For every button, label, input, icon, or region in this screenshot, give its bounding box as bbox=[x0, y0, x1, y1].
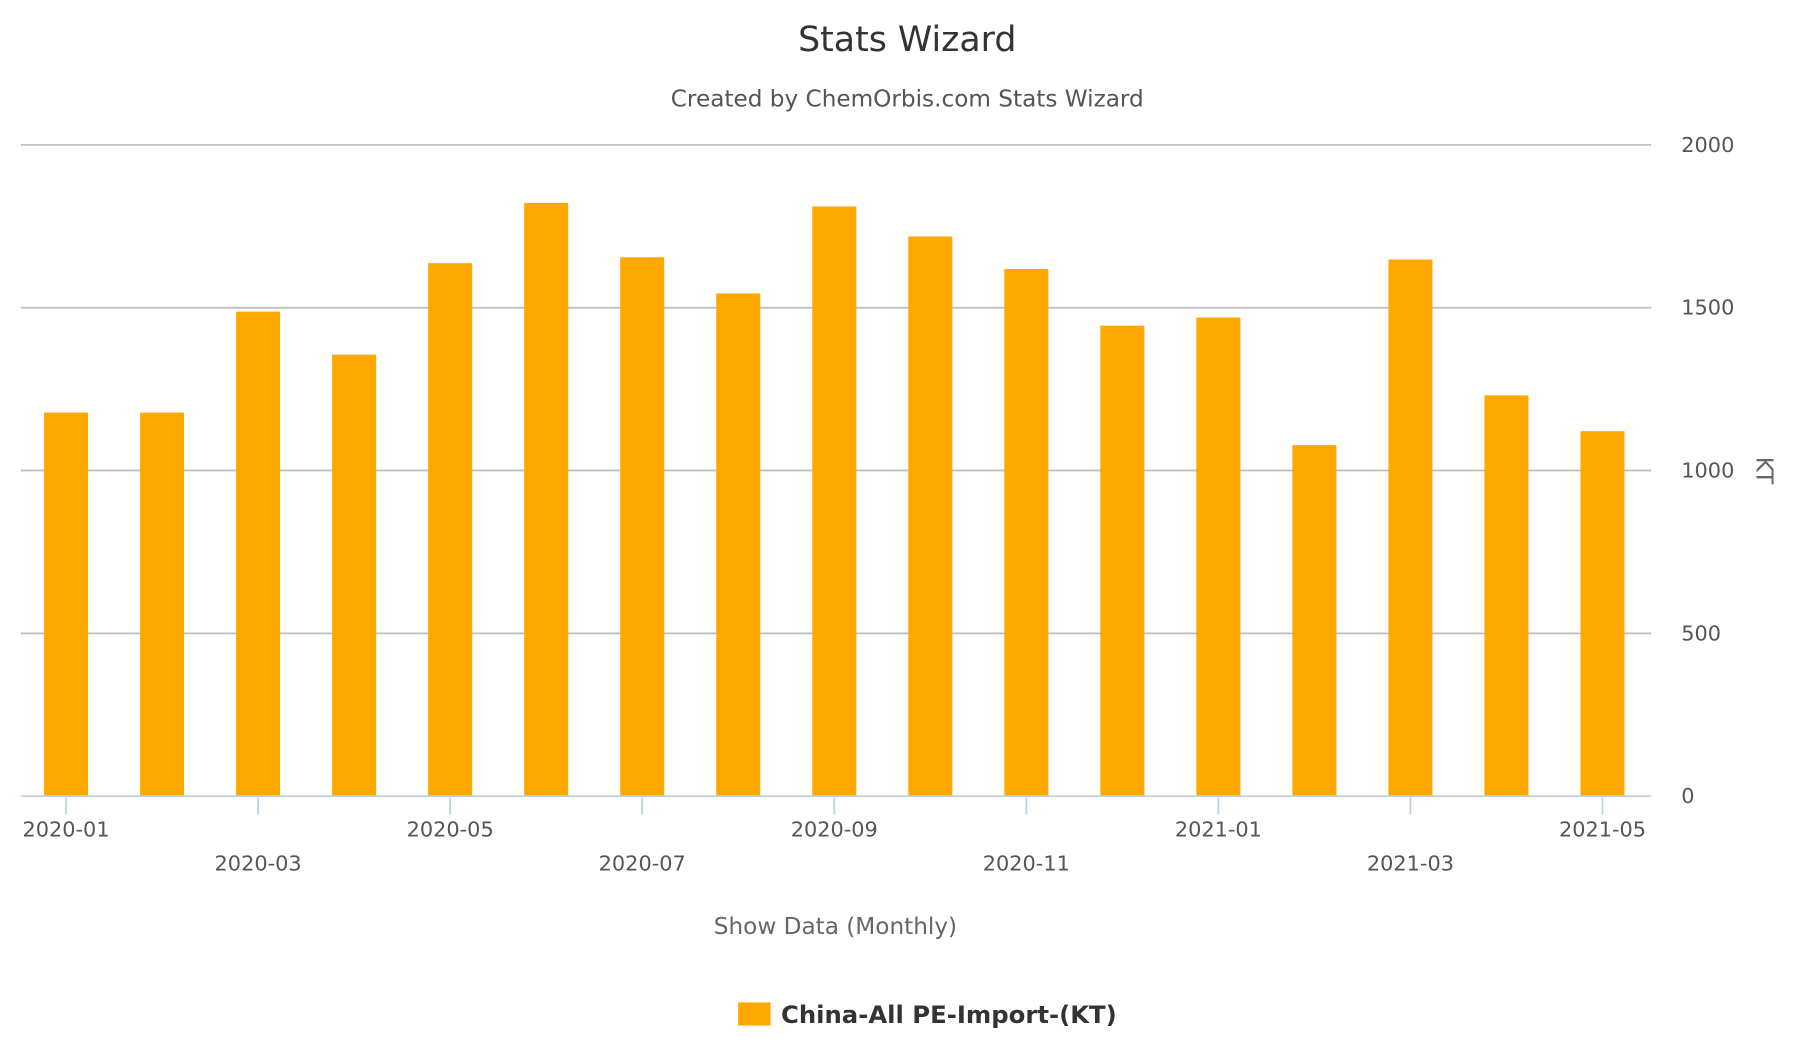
y-tick-label: 500 bbox=[1681, 621, 1721, 645]
chart-subtitle[interactable]: Created by ChemOrbis.com Stats Wizard bbox=[671, 86, 1144, 113]
x-tick-label: 2021-03 bbox=[1367, 851, 1454, 875]
x-tick-label: 2020-07 bbox=[599, 851, 686, 875]
x-ticks: 2020-01 2020-03 2020-05 2020-07 2020-09 2020-… bbox=[22, 796, 1646, 875]
x-tick-label: 2020-09 bbox=[791, 818, 878, 842]
bar-2020-05[interactable] bbox=[428, 263, 473, 797]
x-tick-label: 2020-03 bbox=[215, 851, 302, 875]
bar-2021-04[interactable] bbox=[1484, 395, 1529, 797]
x-axis-label[interactable]: Show Data (Monthly) bbox=[714, 913, 957, 940]
bar-2020-02[interactable] bbox=[140, 412, 185, 797]
bar-2020-03[interactable] bbox=[236, 311, 281, 797]
bar-2020-01[interactable] bbox=[44, 412, 89, 797]
bar-2020-10[interactable] bbox=[908, 236, 953, 797]
bar-2021-01[interactable] bbox=[1196, 317, 1241, 797]
bar-2020-04[interactable] bbox=[332, 354, 377, 797]
bar-2021-05[interactable] bbox=[1580, 431, 1625, 797]
x-tick-label: 2021-05 bbox=[1559, 818, 1646, 842]
bar-2020-12[interactable] bbox=[1100, 325, 1145, 797]
y-tick-label: 1000 bbox=[1681, 458, 1734, 482]
x-tick-label: 2020-05 bbox=[407, 818, 494, 842]
bar-2021-02[interactable] bbox=[1292, 445, 1337, 797]
x-tick-label: 2021-01 bbox=[1175, 818, 1262, 842]
y-axis-label: KT bbox=[1751, 457, 1778, 485]
bar-2020-06[interactable] bbox=[524, 202, 569, 797]
x-tick-label: 2020-11 bbox=[983, 851, 1070, 875]
legend-item[interactable]: China-All PE-Import-(KT) bbox=[738, 1000, 1117, 1029]
y-tick-label: 1500 bbox=[1681, 296, 1734, 320]
x-tick-label: 2020-01 bbox=[22, 818, 109, 842]
y-ticks: 0 500 1000 1500 2000 bbox=[1681, 133, 1734, 808]
legend-swatch bbox=[738, 1002, 771, 1026]
bars bbox=[44, 202, 1625, 797]
bar-2021-03[interactable] bbox=[1388, 259, 1433, 797]
bar-2020-09[interactable] bbox=[812, 206, 857, 797]
bar-2020-07[interactable] bbox=[620, 257, 665, 797]
y-tick-label: 2000 bbox=[1681, 133, 1734, 157]
chart-title: Stats Wizard bbox=[798, 20, 1016, 60]
legend-label: China-All PE-Import-(KT) bbox=[781, 1000, 1117, 1029]
y-tick-label: 0 bbox=[1681, 784, 1694, 808]
bar-2020-08[interactable] bbox=[716, 293, 761, 797]
bar-2020-11[interactable] bbox=[1004, 268, 1049, 797]
